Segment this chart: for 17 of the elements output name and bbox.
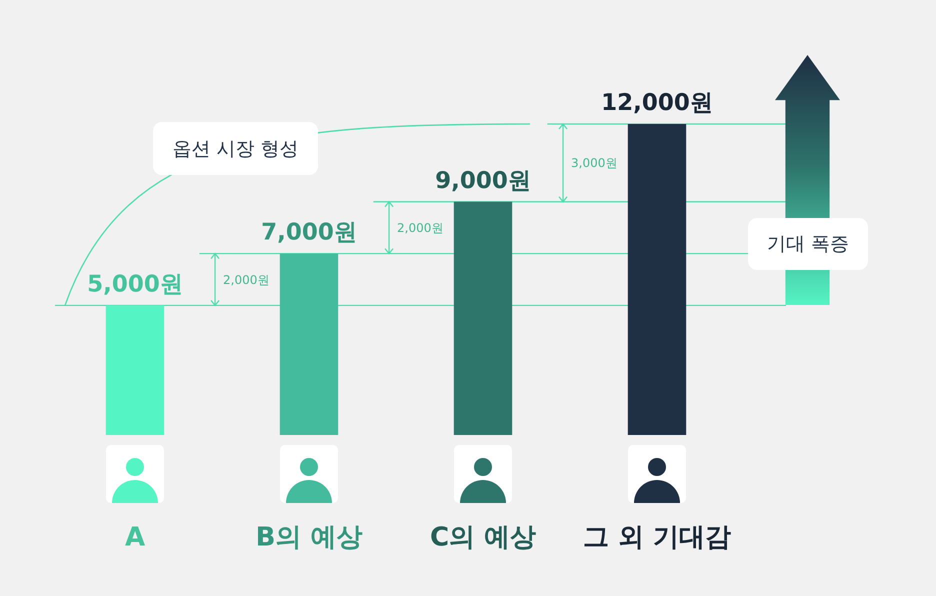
data-label: 7,000원 — [261, 220, 357, 246]
data-label: 12,000원 — [601, 90, 713, 116]
annotation: 기대 폭증 — [748, 218, 868, 270]
bar — [280, 254, 338, 435]
annotation: 3,000원 — [571, 154, 618, 172]
annotation: 2,000원 — [223, 272, 270, 288]
bar — [628, 124, 686, 435]
x-tick-label: B의 예상 — [256, 522, 362, 552]
x-tick-label: 그 외 기대감 — [582, 522, 732, 552]
bar — [454, 202, 512, 435]
data-label: 9,000원 — [435, 168, 531, 194]
annotation: 2,000원 — [397, 220, 444, 237]
x-tick-label: A — [124, 522, 146, 552]
annotation: 옵션 시장 형성 — [153, 122, 318, 175]
data-label: 5,000원 — [87, 271, 183, 298]
bar — [106, 305, 164, 435]
x-tick-label: C의 예상 — [430, 522, 536, 552]
